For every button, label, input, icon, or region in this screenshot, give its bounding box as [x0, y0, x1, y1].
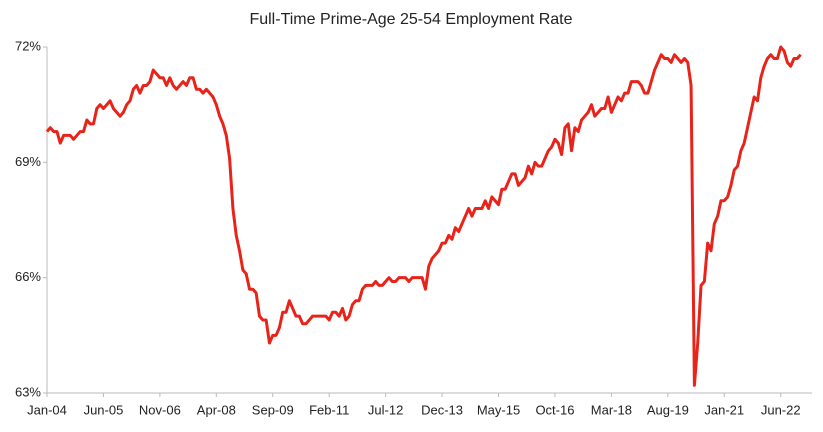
x-tick-label: Aug-19 [647, 402, 689, 417]
x-tick-label: Oct-16 [535, 402, 574, 417]
x-tick-label: May-15 [477, 402, 520, 417]
chart-title: Full-Time Prime-Age 25-54 Employment Rat… [249, 11, 572, 28]
x-tick-label: Mar-18 [591, 402, 632, 417]
y-tick-label: 69% [15, 154, 41, 169]
x-tick-label: Jan-04 [27, 402, 67, 417]
x-tick-label: Nov-06 [139, 402, 181, 417]
x-tick-label: Jun-22 [761, 402, 801, 417]
y-tick-label: 66% [15, 269, 41, 284]
y-tick-label: 63% [15, 384, 41, 399]
x-tick-label: Jan-21 [704, 402, 744, 417]
x-tick-label: Feb-11 [309, 402, 349, 417]
data-line [45, 45, 802, 387]
x-tick-label: Jun-05 [84, 402, 124, 417]
x-tick-label: Apr-08 [197, 402, 236, 417]
x-tick-label: Sep-09 [252, 402, 294, 417]
y-tick-label: 72% [15, 38, 41, 53]
x-tick-label: Dec-13 [421, 402, 463, 417]
x-tick-label: Jul-12 [368, 402, 403, 417]
